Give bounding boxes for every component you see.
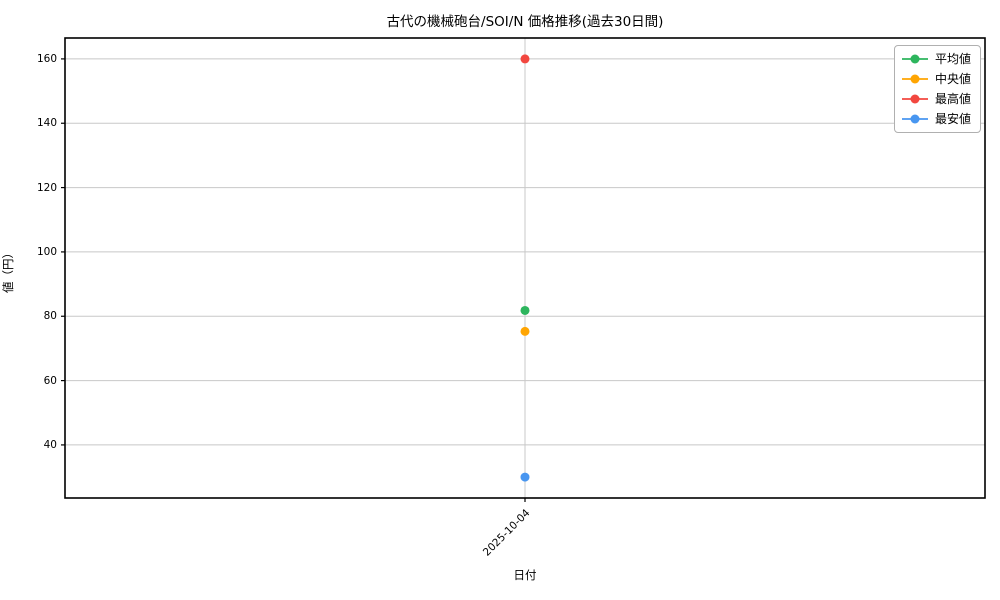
y-tick-label: 60: [43, 374, 57, 387]
legend-marker-icon: [901, 74, 928, 84]
legend-label: 中央値: [934, 72, 971, 86]
y-tick-label: 100: [36, 245, 57, 258]
y-tick-label: 40: [43, 438, 57, 451]
legend-label: 最安値: [934, 112, 971, 126]
legend-item-series-2: 最高値: [901, 91, 971, 107]
legend-item-series-3: 最安値: [901, 111, 971, 127]
data-point-series-0: [520, 305, 530, 315]
data-point-series-1: [520, 326, 530, 336]
y-tick-label: 140: [36, 117, 57, 130]
y-tick-label: 160: [36, 52, 57, 65]
legend-marker-icon: [901, 54, 928, 64]
chart-title: 古代の機械砲台/SOI/N 価格推移(過去30日間): [386, 14, 664, 30]
legend-label: 最高値: [934, 92, 971, 106]
legend-item-series-0: 平均値: [901, 51, 971, 67]
legend-label: 平均値: [934, 52, 971, 66]
x-axis-label: 日付: [513, 568, 537, 582]
legend-marker-icon: [901, 94, 928, 104]
legend-item-series-1: 中央値: [901, 71, 971, 87]
legend-marker-icon: [901, 114, 928, 124]
data-point-series-3: [520, 472, 530, 482]
y-tick-label: 120: [36, 181, 57, 194]
data-point-series-2: [520, 54, 530, 64]
legend: 平均値中央値最高値最安値: [893, 45, 981, 133]
y-tick-label: 80: [43, 310, 57, 323]
